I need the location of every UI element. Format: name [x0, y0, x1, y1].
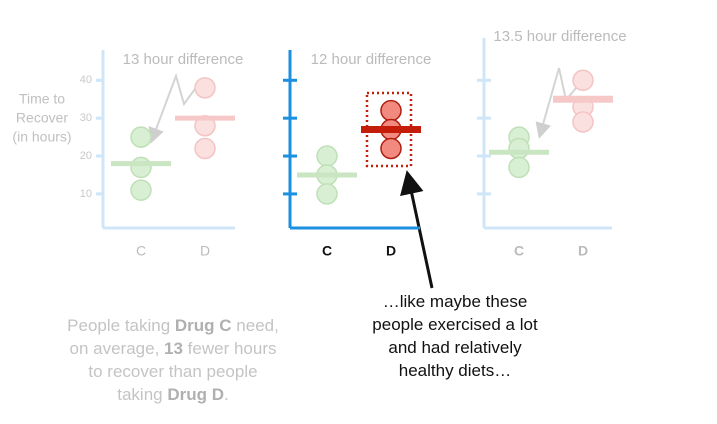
caption-line: on average, 13 fewer hours [28, 337, 318, 360]
text: Drug C [174, 316, 232, 335]
x-tick-label: D [200, 243, 210, 259]
text: Drug D [167, 385, 225, 404]
y-axis-label: Time to [19, 91, 65, 107]
text: 13 [164, 339, 183, 358]
text: to recover than people [88, 362, 258, 381]
chart-title: 12 hour difference [311, 51, 432, 68]
x-tick-label: D [386, 243, 396, 259]
data-point [380, 99, 402, 122]
data-point [508, 137, 530, 160]
annotation-line: people exercised a lot [372, 315, 538, 334]
data-point [508, 156, 530, 179]
caption-line: People taking Drug C need, [28, 314, 318, 337]
chart-title: 13.5 hour difference [493, 28, 626, 45]
annotation-arrow [400, 170, 434, 289]
y-tick-label: 10 [80, 188, 92, 200]
panels: 13 hour difference 10 20 30 40 Time to Recover… [12, 28, 626, 259]
data-point [194, 137, 216, 160]
difference-arrow [148, 72, 204, 144]
data-point [572, 111, 594, 133]
y-tick-label: 20 [80, 150, 92, 162]
text: People taking [67, 316, 175, 335]
x-tick-label: C [514, 243, 524, 259]
data-point [380, 137, 402, 160]
annotation-line: and had relatively [388, 338, 522, 357]
text: on average, [69, 339, 165, 358]
caption: People taking Drug C need, on average, 1… [28, 314, 318, 406]
y-axis-label: (in hours) [12, 129, 71, 145]
text: . [224, 385, 229, 404]
x-tick-label: D [578, 243, 588, 259]
y-axis-label: Recover [16, 110, 68, 126]
text: fewer hours [182, 339, 277, 358]
annotation-line: healthy diets… [398, 361, 512, 380]
data-point [194, 77, 216, 99]
x-tick-label: C [322, 243, 332, 259]
annotation-line: …like maybe these [382, 292, 528, 311]
text: taking [117, 385, 168, 404]
data-point [130, 156, 152, 179]
data-point [316, 183, 338, 205]
y-tick-label: 30 [80, 112, 92, 124]
data-point [316, 145, 338, 167]
data-point [572, 69, 594, 92]
difference-arrow [535, 67, 582, 139]
data-point [130, 179, 152, 201]
chart-title: 13 hour difference [123, 51, 244, 68]
annotation: …like maybe these people exercised a lot… [340, 290, 570, 382]
y-tick-label: 40 [80, 74, 92, 86]
text: need, [231, 316, 279, 335]
caption-line: taking Drug D. [28, 383, 318, 406]
x-tick-label: C [136, 243, 146, 259]
data-point [130, 126, 152, 148]
caption-line: to recover than people [28, 360, 318, 383]
